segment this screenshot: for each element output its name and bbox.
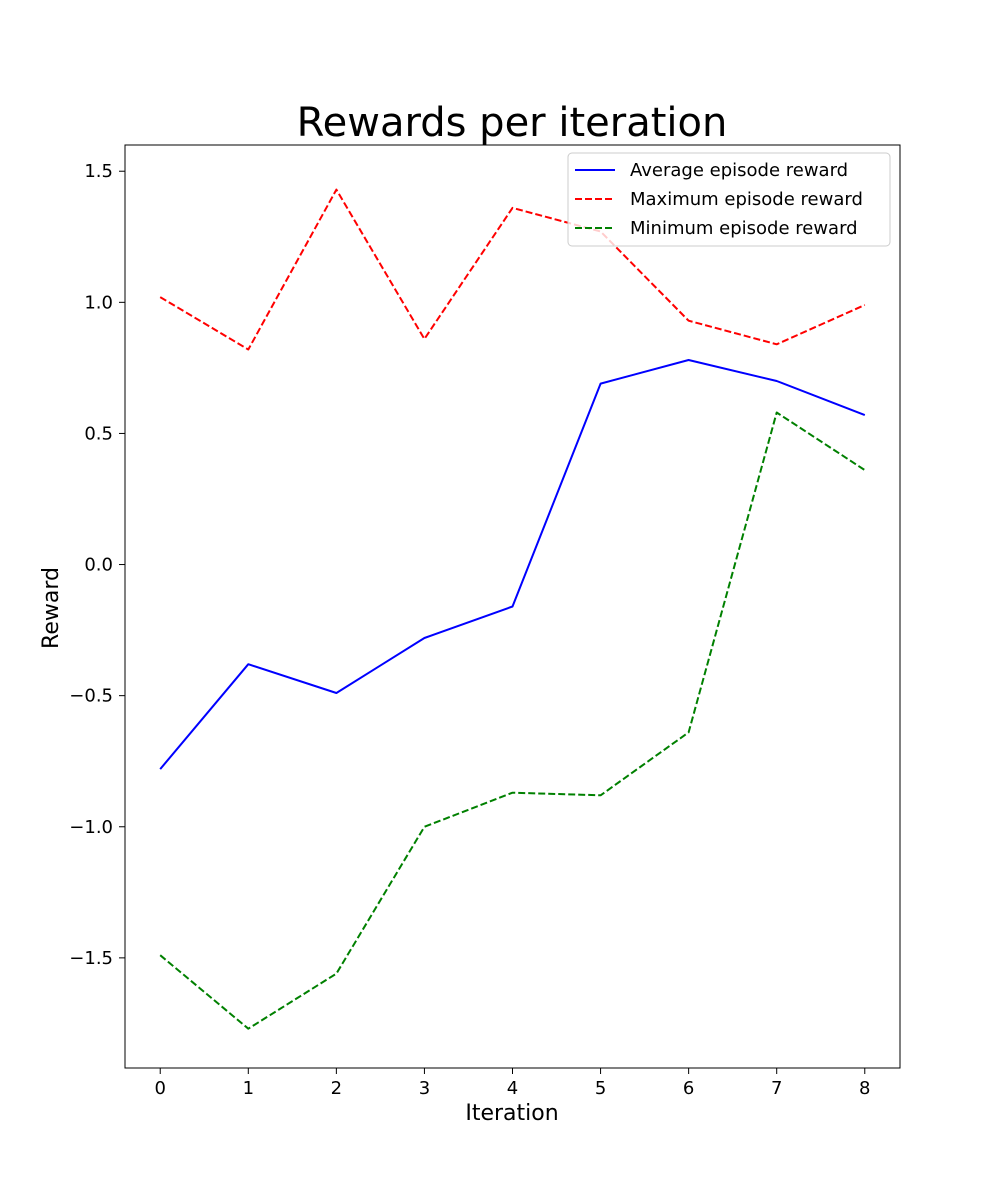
x-axis-title: Iteration	[465, 1101, 558, 1126]
y-tick-label: −1.0	[69, 817, 113, 838]
x-tick-label: 7	[771, 1078, 782, 1099]
legend-label: Average episode reward	[630, 160, 848, 181]
x-tick-label: 6	[683, 1078, 694, 1099]
y-tick-label: −0.5	[69, 686, 113, 707]
legend-box	[567, 152, 891, 247]
chart-title: Rewards per iteration	[297, 100, 728, 146]
y-tick-label: 1.5	[84, 161, 113, 182]
x-tick-label: 4	[507, 1078, 518, 1099]
x-tick-label: 8	[859, 1078, 870, 1099]
legend: Average episode reward Maximum episode re…	[567, 152, 891, 247]
x-tick-label: 2	[331, 1078, 342, 1099]
series-line-3	[159, 411, 866, 1030]
plot-area	[159, 188, 866, 1030]
legend-label: Maximum episode reward	[630, 189, 863, 210]
x-tick-label: 5	[595, 1078, 606, 1099]
y-tick-label: 0.0	[84, 555, 113, 576]
x-tick-label: 0	[155, 1078, 166, 1099]
y-tick-label: −1.5	[69, 948, 113, 969]
y-tick-label: 0.5	[84, 423, 113, 444]
series-line-1	[159, 359, 866, 770]
legend-label: Minimum episode reward	[630, 218, 858, 239]
x-axis: 0 1 2 3 4 5 6 7 8	[155, 1068, 870, 1099]
series-line-2	[159, 188, 866, 351]
y-tick-label: 1.0	[84, 292, 113, 313]
y-axis: 1.5 1.0 0.5 0.0 −0.5 −1.0 −1.5	[69, 161, 125, 969]
x-tick-label: 1	[243, 1078, 254, 1099]
y-axis-title: Reward	[39, 567, 64, 649]
x-tick-label: 3	[419, 1078, 430, 1099]
